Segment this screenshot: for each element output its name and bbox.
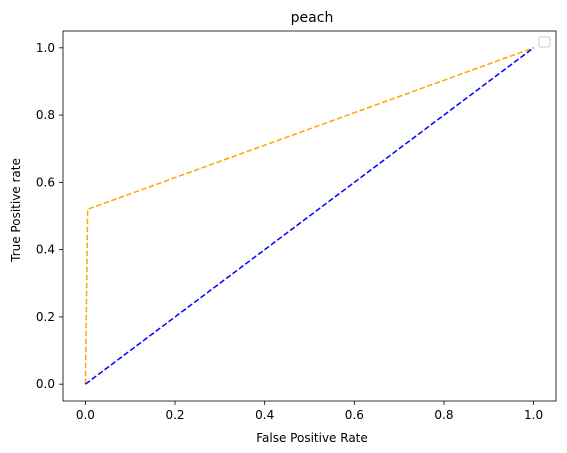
legend [538, 36, 551, 48]
y-tick-label-2: 0.4 [36, 243, 55, 257]
x-tick-label-2: 0.4 [255, 408, 274, 422]
x-axis-label: False Positive Rate [256, 431, 368, 445]
x-tick-label-4: 0.8 [434, 408, 453, 422]
x-tick-label-5: 1.0 [524, 408, 543, 422]
series-line-1 [84, 47, 534, 385]
y-tick-label-0: 0.0 [36, 377, 55, 391]
y-tick-label-5: 1.0 [36, 41, 55, 55]
x-tick-label-3: 0.6 [345, 408, 364, 422]
y-tick-label-1: 0.2 [36, 310, 55, 324]
x-tick-label-0: 0.0 [76, 408, 95, 422]
y-tick-label-3: 0.6 [36, 175, 55, 189]
axes-layer: 0.0 0.2 0.4 0.6 0.8 1.0 0.0 0.2 0.4 0.6 0.8 1.0 [36, 30, 557, 422]
chart-title: peach [291, 10, 334, 26]
legend-box [538, 36, 551, 48]
y-axis-label: True Positive rate [9, 158, 23, 263]
x-tick-label-1: 0.2 [165, 408, 184, 422]
series-layer [84, 47, 535, 385]
y-tick-label-4: 0.8 [36, 108, 55, 122]
series-line-2 [84, 47, 535, 385]
axes-frame [62, 30, 557, 402]
